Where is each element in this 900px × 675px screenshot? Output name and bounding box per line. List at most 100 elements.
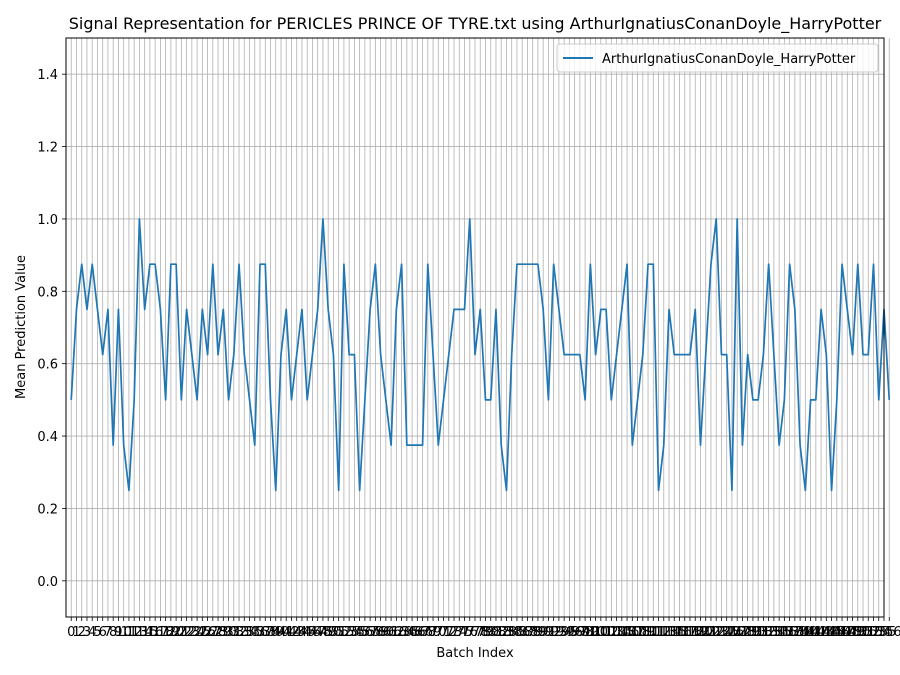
x-tick-label: 89: [530, 625, 547, 640]
x-tick-label: 8: [109, 625, 117, 640]
x-tick-label: 70: [430, 625, 447, 640]
x-tick-label: 144: [814, 625, 839, 640]
x-tick-label: 116: [667, 625, 692, 640]
x-tick-label: 149: [840, 625, 865, 640]
data-point: [416, 444, 418, 446]
data-point: [154, 263, 156, 265]
y-tick-label: 0.6: [37, 358, 58, 373]
x-tick-label: 127: [725, 625, 750, 640]
x-tick-label: 10: [115, 625, 132, 640]
data-point: [888, 399, 890, 401]
x-tick-label: 54: [346, 625, 363, 640]
x-tick-label: 112: [646, 625, 671, 640]
data-point: [332, 354, 334, 356]
x-tick-label: 48: [315, 625, 332, 640]
x-tick-label: 62: [388, 625, 405, 640]
data-point: [642, 354, 644, 356]
data-point: [699, 444, 701, 446]
x-tick-label: 99: [582, 625, 599, 640]
x-tick-label: 59: [372, 625, 389, 640]
data-point: [679, 354, 681, 356]
legend: ArthurIgnatiusConanDoyle_HarryPotter: [556, 43, 879, 73]
x-tick-label: 51: [330, 625, 347, 640]
chart-title: Signal Representation for PERICLES PRINC…: [69, 14, 882, 34]
y-tick-label: 0.8: [37, 285, 58, 300]
x-tick-label: 119: [683, 625, 708, 640]
x-tick-label: 4: [88, 625, 96, 640]
x-tick-label: 58: [367, 625, 384, 640]
data-point: [794, 308, 796, 310]
data-point: [395, 308, 397, 310]
x-tick-label: 93: [551, 625, 568, 640]
x-tick-label: 39: [267, 625, 284, 640]
data-point: [532, 263, 534, 265]
data-point: [107, 308, 109, 310]
x-tick-label: 139: [788, 625, 813, 640]
x-tick-label: 28: [210, 625, 227, 640]
x-tick-label: 69: [425, 625, 442, 640]
data-point: [322, 218, 324, 220]
data-point: [474, 354, 476, 356]
data-point: [317, 308, 319, 310]
data-point: [270, 399, 272, 401]
x-tick-label: 137: [777, 625, 802, 640]
data-point: [180, 399, 182, 401]
x-tick-label: 26: [199, 625, 216, 640]
x-tick-label: 115: [662, 625, 687, 640]
x-tick-label: 101: [588, 625, 613, 640]
x-tick-label: 34: [241, 625, 258, 640]
data-point: [243, 354, 245, 356]
x-tick-label: 156: [877, 625, 900, 640]
data-point: [631, 444, 633, 446]
data-point: [390, 444, 392, 446]
data-point: [500, 444, 502, 446]
data-point: [736, 218, 738, 220]
x-tick-label: 49: [320, 625, 337, 640]
x-tick-label: 129: [735, 625, 760, 640]
x-axis-label: Batch Index: [436, 646, 514, 661]
data-point: [820, 308, 822, 310]
x-tick-label: 117: [672, 625, 697, 640]
x-tick-label: 147: [830, 625, 855, 640]
y-tick-label: 0.4: [37, 430, 58, 445]
data-point: [626, 263, 628, 265]
x-tick-label: 114: [657, 625, 682, 640]
data-point: [91, 263, 93, 265]
x-tick-label: 2: [78, 625, 86, 640]
data-point: [479, 308, 481, 310]
x-tick-label: 55: [351, 625, 368, 640]
data-point: [731, 489, 733, 491]
data-point: [783, 399, 785, 401]
x-tick-label: 0: [67, 625, 75, 640]
data-point: [715, 218, 717, 220]
x-tick-label: 145: [819, 625, 844, 640]
data-point: [259, 263, 261, 265]
x-tick-label: 25: [194, 625, 211, 640]
x-tick-label: 75: [456, 625, 473, 640]
data-point: [369, 308, 371, 310]
data-point: [553, 263, 555, 265]
legend-box: [556, 43, 879, 73]
data-point: [364, 399, 366, 401]
data-point: [448, 354, 450, 356]
data-point: [490, 399, 492, 401]
y-tick-label: 0.2: [37, 502, 58, 517]
x-tick-label: 154: [866, 625, 891, 640]
data-point: [867, 354, 869, 356]
x-tick-label: 109: [630, 625, 655, 640]
data-point: [705, 354, 707, 356]
x-tick-label: 45: [299, 625, 316, 640]
data-point: [694, 308, 696, 310]
data-point: [70, 399, 72, 401]
x-tick-label: 128: [730, 625, 755, 640]
data-point: [280, 354, 282, 356]
x-tick-label: 125: [714, 625, 739, 640]
x-tick-label: 155: [872, 625, 897, 640]
data-point: [112, 444, 114, 446]
data-point: [720, 354, 722, 356]
data-point: [810, 399, 812, 401]
data-point: [290, 399, 292, 401]
data-point: [464, 308, 466, 310]
data-point: [768, 263, 770, 265]
